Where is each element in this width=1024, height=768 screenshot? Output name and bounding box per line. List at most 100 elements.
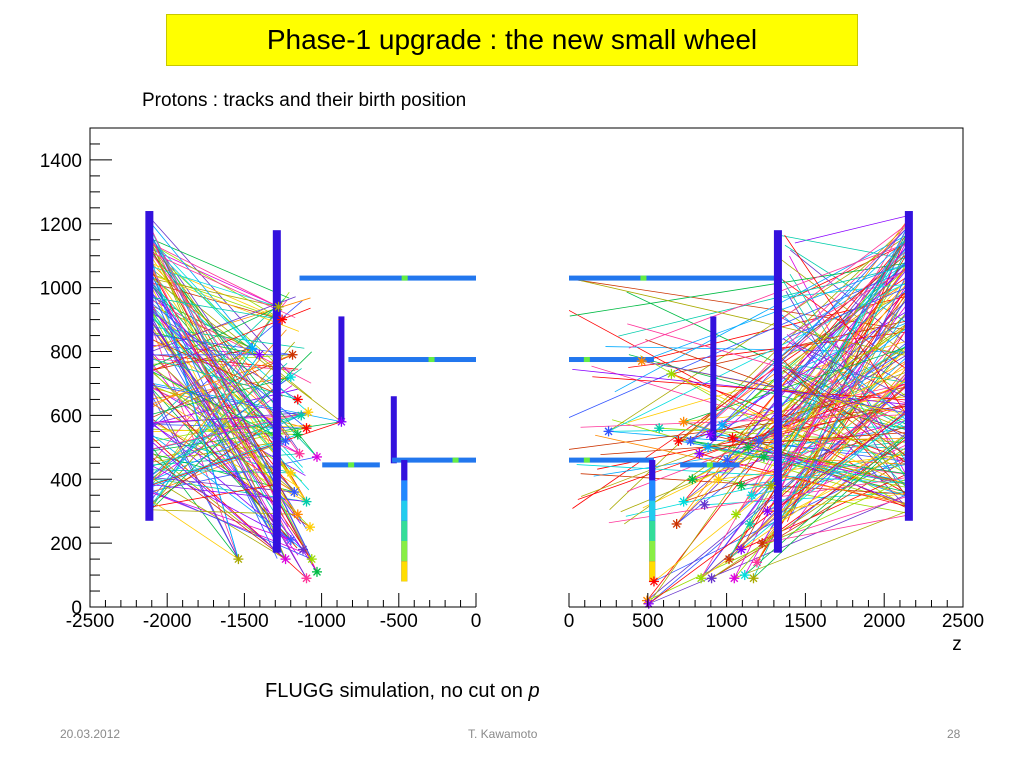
birth-point-stroke bbox=[297, 411, 306, 420]
track-line bbox=[789, 267, 910, 336]
track-line bbox=[149, 383, 239, 560]
y-tick-label: 1400 bbox=[40, 151, 82, 172]
birth-point-stroke bbox=[667, 369, 676, 378]
track-line bbox=[761, 436, 910, 544]
detector-highlight bbox=[428, 357, 435, 363]
detector-segment bbox=[649, 480, 656, 501]
birth-point-stroke bbox=[674, 436, 683, 445]
birth-point bbox=[311, 566, 322, 577]
track-line bbox=[591, 365, 909, 464]
track-line bbox=[732, 325, 910, 439]
detector-horizontal-right-low bbox=[526, 457, 654, 463]
birth-point bbox=[724, 554, 735, 565]
birth-point bbox=[254, 349, 265, 360]
birth-point bbox=[729, 573, 740, 584]
birth-point bbox=[704, 429, 715, 440]
birth-point bbox=[280, 554, 291, 565]
detector-highlight bbox=[706, 462, 713, 468]
birth-point bbox=[685, 435, 696, 446]
track-line bbox=[778, 223, 910, 495]
chart-subtitle: Protons : tracks and their birth positio… bbox=[142, 90, 467, 111]
detector-segment bbox=[401, 500, 408, 521]
detector-highlight bbox=[583, 357, 590, 363]
birth-point bbox=[687, 474, 698, 485]
track-line bbox=[149, 421, 342, 487]
track-line bbox=[683, 236, 910, 502]
birth-point-stroke bbox=[737, 481, 746, 490]
track-line bbox=[627, 340, 909, 423]
birth-point-stroke bbox=[313, 567, 321, 576]
track-line bbox=[149, 499, 239, 560]
track-line bbox=[728, 411, 910, 560]
birth-point bbox=[671, 518, 682, 529]
birth-point bbox=[757, 538, 768, 549]
track-line bbox=[734, 510, 910, 579]
track-line bbox=[624, 322, 910, 525]
track-line bbox=[551, 405, 909, 453]
birth-point bbox=[758, 451, 769, 462]
birth-point-stroke bbox=[697, 574, 706, 583]
track-line bbox=[787, 368, 910, 441]
birth-point-stroke bbox=[725, 555, 733, 564]
birth-point bbox=[311, 451, 322, 462]
birth-point bbox=[753, 435, 764, 446]
birth-point bbox=[301, 573, 312, 584]
track-line bbox=[700, 404, 910, 579]
x-tick-label: -2000 bbox=[143, 611, 192, 632]
birth-point-stroke bbox=[732, 510, 740, 519]
birth-point bbox=[233, 554, 244, 565]
birth-point bbox=[336, 416, 347, 427]
track-line bbox=[780, 222, 910, 321]
birth-point-stroke bbox=[234, 555, 243, 564]
track-line bbox=[779, 229, 910, 457]
track-line bbox=[791, 266, 910, 409]
birth-point-stroke bbox=[293, 430, 302, 439]
track-line bbox=[733, 236, 910, 579]
detector-highlight bbox=[452, 457, 459, 463]
detector-segment bbox=[649, 460, 656, 481]
track-line bbox=[728, 232, 910, 560]
birth-point bbox=[289, 487, 300, 498]
birth-point-stroke bbox=[758, 539, 767, 548]
birth-point-stroke bbox=[302, 497, 311, 506]
track-line bbox=[626, 382, 910, 492]
birth-point-stroke bbox=[679, 497, 688, 506]
track-line bbox=[758, 326, 910, 442]
birth-point-stroke bbox=[655, 424, 664, 433]
track-line bbox=[791, 269, 910, 515]
track-line bbox=[149, 367, 311, 528]
track-line bbox=[735, 354, 910, 515]
track-line bbox=[726, 243, 910, 461]
birth-point bbox=[306, 554, 317, 565]
track-line bbox=[625, 451, 909, 517]
track-line bbox=[574, 278, 909, 357]
birth-point bbox=[666, 368, 677, 379]
track-line bbox=[149, 242, 279, 308]
x-tick-label: -1000 bbox=[297, 611, 346, 632]
detector-elements bbox=[145, 211, 913, 582]
detector-horizontal-left-mid bbox=[348, 357, 527, 363]
birth-point bbox=[703, 442, 714, 453]
track-line bbox=[149, 295, 253, 349]
birth-point-stroke bbox=[299, 545, 307, 554]
birth-point bbox=[736, 480, 747, 491]
x-axis-label: z bbox=[952, 634, 962, 655]
detector-segment bbox=[649, 520, 656, 542]
track-line bbox=[149, 411, 309, 451]
birth-point bbox=[743, 442, 754, 453]
track-line bbox=[678, 385, 909, 442]
birth-point bbox=[744, 518, 755, 529]
detector-highlight bbox=[401, 275, 408, 281]
x-tick-label: -1500 bbox=[220, 611, 269, 632]
track-line bbox=[149, 237, 260, 356]
track-line bbox=[721, 225, 910, 426]
track-line bbox=[149, 249, 318, 458]
detector-segment bbox=[401, 460, 408, 481]
track-line bbox=[683, 346, 910, 423]
birth-point bbox=[285, 467, 296, 478]
track-line bbox=[149, 296, 283, 320]
birth-point-stroke bbox=[718, 421, 727, 429]
track-line bbox=[149, 261, 292, 541]
track-line bbox=[149, 483, 280, 508]
birth-point-stroke bbox=[302, 574, 311, 583]
